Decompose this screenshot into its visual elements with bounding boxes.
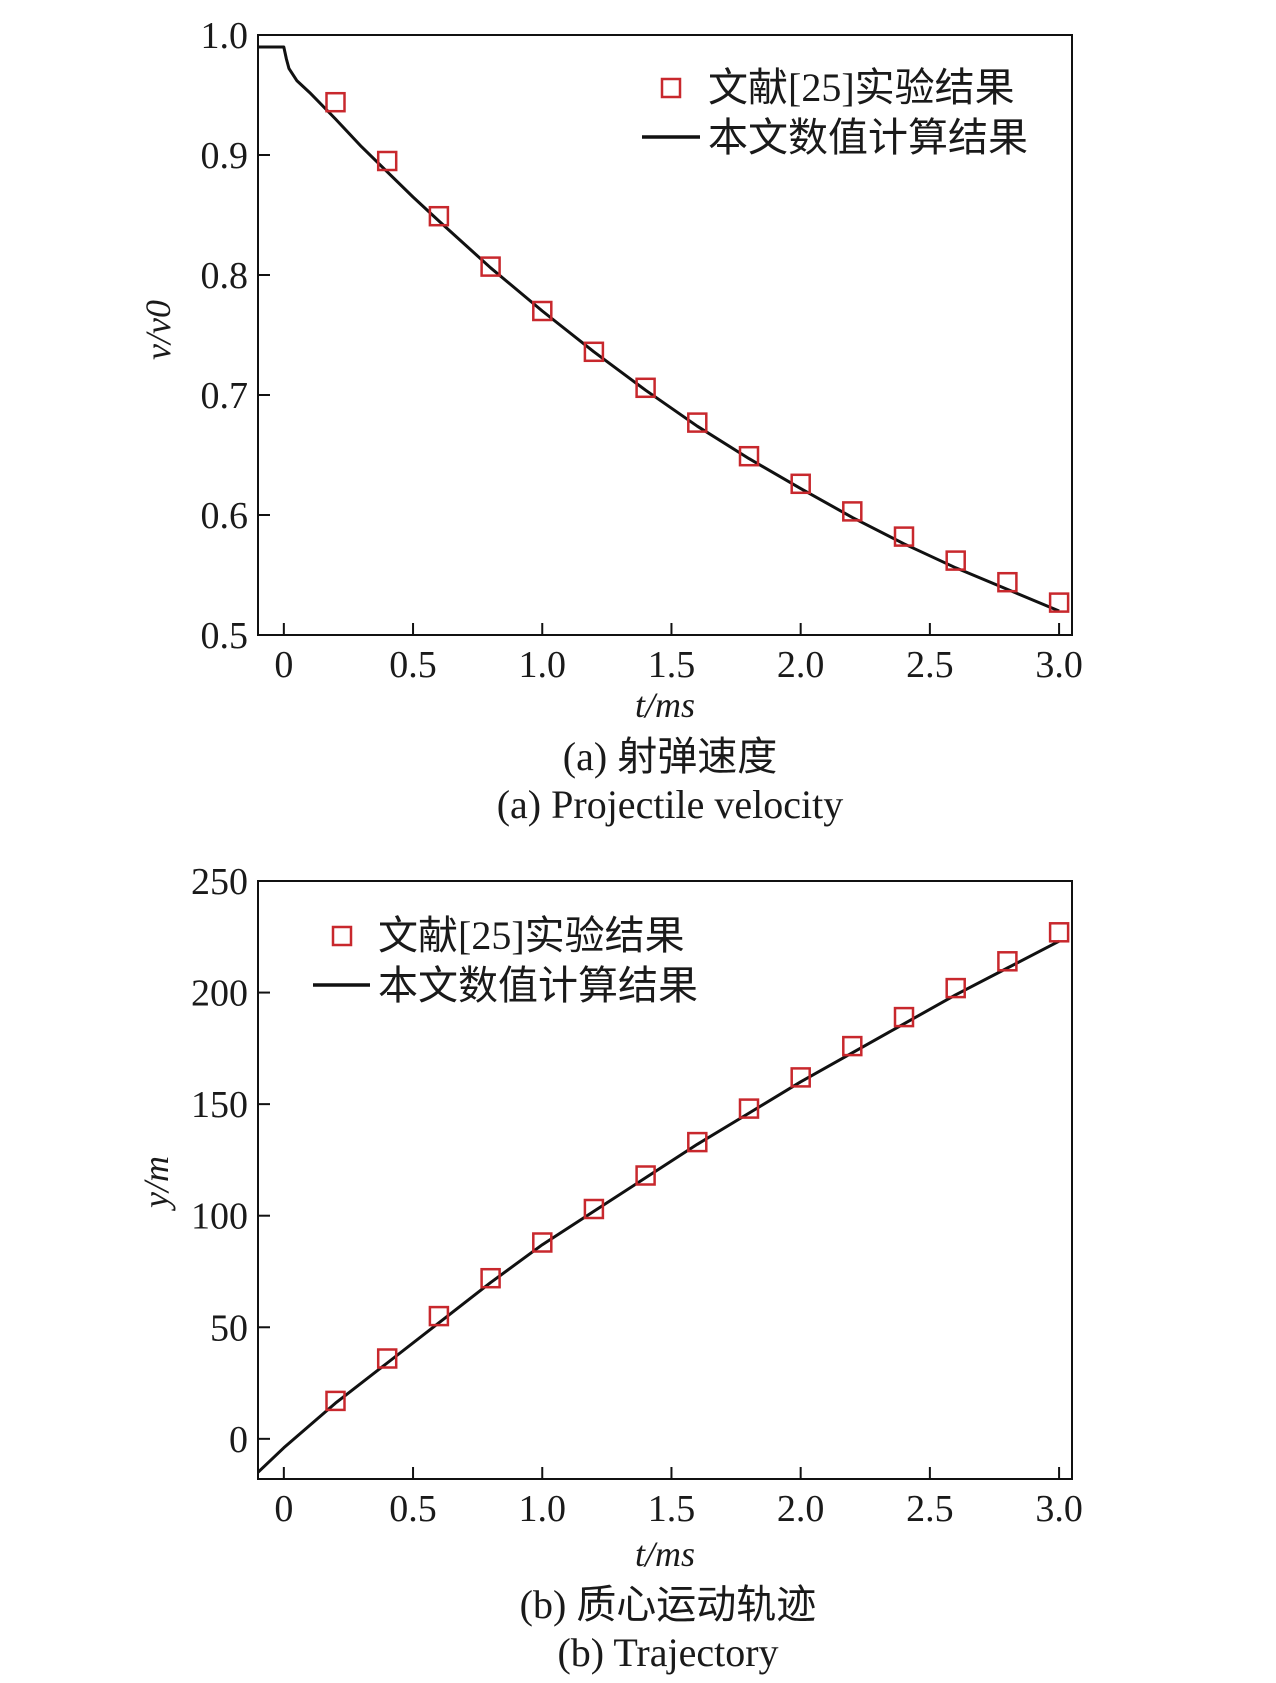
chart-a-experiment-point bbox=[325, 91, 346, 113]
chart-a-experiment-point bbox=[893, 526, 915, 547]
chart-a-ylabel: v/v0 bbox=[138, 300, 178, 360]
chart-a-x-tick-label: 1.0 bbox=[519, 644, 567, 686]
chart-a-caption-cn: (a) 射弹速度 bbox=[563, 734, 777, 779]
chart-a-experiment-point bbox=[376, 150, 398, 172]
chart-a-legend-label-simulation: 本文数值计算结果 bbox=[708, 115, 1028, 160]
chart-b-experiment-point bbox=[532, 1232, 553, 1253]
chart-a-x-tick-label: 2.5 bbox=[906, 644, 954, 686]
chart-b-experiment-point bbox=[945, 977, 966, 999]
chart-a-experiment-point bbox=[997, 571, 1018, 593]
chart-b-simulation-line bbox=[258, 939, 1060, 1474]
chart-b-experiment-point bbox=[687, 1131, 708, 1153]
chart-b-x-tick-label: 2.0 bbox=[777, 1488, 825, 1530]
chart-b-experiment-point bbox=[893, 1006, 915, 1028]
chart-a-y-tick-label: 0.8 bbox=[201, 255, 249, 297]
chart-b-y-tick-label: 50 bbox=[210, 1307, 248, 1349]
chart-a-y-tick-label: 1.0 bbox=[201, 15, 249, 57]
chart-b-ylabel: y/m bbox=[136, 1156, 176, 1211]
chart-a-simulation-line bbox=[258, 45, 1060, 613]
chart-b-x-tick-label: 2.5 bbox=[906, 1488, 954, 1530]
chart-a-legend-marker-experiment bbox=[660, 77, 682, 99]
chart-b-y-tick-label: 250 bbox=[191, 861, 248, 903]
chart-a-experiment-point bbox=[1048, 592, 1070, 613]
chart-a-y-tick-label: 0.5 bbox=[201, 615, 249, 657]
chart-b-experiment-point bbox=[790, 1067, 811, 1088]
chart-b-experiment-point bbox=[480, 1267, 501, 1289]
chart-b-frame bbox=[257, 880, 1073, 1480]
chart-b-x-tick-label: 0.5 bbox=[389, 1488, 437, 1530]
chart-b-experiment-point bbox=[376, 1348, 398, 1369]
chart-a-plot-area bbox=[258, 45, 1070, 613]
chart-a-experiment-point bbox=[687, 412, 708, 433]
chart-a-ticks: 0 0.5 1.0 1.5 2.0 2.5 3.0 0.5 0.6 0.7 0.8 0.9 1.0 bbox=[201, 15, 1083, 686]
chart-b-legend-label-experiment: 文献[25]实验结果 bbox=[378, 913, 685, 958]
chart-a-experiment-point bbox=[790, 473, 811, 495]
chart-b-legend-marker-experiment bbox=[331, 925, 353, 947]
chart-b-x-tick-label: 3.0 bbox=[1035, 1488, 1083, 1530]
chart-a-experiment-point bbox=[428, 205, 450, 227]
chart-b-experiment-point bbox=[583, 1198, 605, 1220]
chart-b-experiment-point bbox=[635, 1165, 656, 1186]
chart-b-experiment-point bbox=[842, 1035, 863, 1057]
chart-a-x-tick-label: 0.5 bbox=[389, 644, 437, 686]
chart-b-caption-en: (b) Trajectory bbox=[557, 1630, 778, 1675]
chart-b-experiment-point bbox=[997, 951, 1018, 972]
chart-a-experiment-point bbox=[532, 300, 553, 322]
chart-b-legend: 文献[25]实验结果 本文数值计算结果 bbox=[313, 913, 698, 1008]
chart-a-y-tick-label: 0.9 bbox=[201, 135, 249, 177]
chart-b-caption-cn: (b) 质心运动轨迹 bbox=[520, 1582, 817, 1627]
chart-b-y-tick-label: 100 bbox=[191, 1196, 248, 1238]
chart-b-legend-label-simulation: 本文数值计算结果 bbox=[378, 963, 698, 1008]
chart-a-x-tick-label: 1.5 bbox=[648, 644, 696, 686]
chart-a-experiment-point bbox=[945, 550, 966, 571]
chart-a-legend: 文献[25]实验结果 本文数值计算结果 bbox=[642, 65, 1028, 160]
chart-b-experiment-point bbox=[738, 1098, 760, 1119]
chart-a-experiment-point bbox=[635, 377, 656, 399]
chart-b-experiment-point bbox=[1048, 922, 1070, 943]
chart-b-x-tick-label: 1.5 bbox=[648, 1488, 696, 1530]
chart-a-y-tick-label: 0.7 bbox=[201, 375, 249, 417]
chart-b-ticks: 0 0.5 1.0 1.5 2.0 2.5 3.0 0 50 100 150 200 250 bbox=[191, 861, 1083, 1530]
chart-a-xlabel: t/ms bbox=[635, 685, 695, 725]
chart-a-frame bbox=[257, 34, 1073, 636]
chart-a-experiment-point bbox=[842, 501, 863, 522]
chart-a-y-tick-label: 0.6 bbox=[201, 495, 249, 537]
chart-b-x-tick-label: 1.0 bbox=[519, 1488, 567, 1530]
chart-b-y-tick-label: 200 bbox=[191, 973, 248, 1015]
chart-b-experiment-point bbox=[428, 1305, 450, 1327]
chart-b-y-tick-label: 0 bbox=[229, 1419, 248, 1461]
chart-b-plot-area bbox=[258, 922, 1070, 1474]
chart-b-xlabel: t/ms bbox=[635, 1534, 695, 1574]
chart-a-x-tick-label: 2.0 bbox=[777, 644, 825, 686]
chart-a: 0 0.5 1.0 1.5 2.0 2.5 3.0 0.5 0.6 0.7 0.8 0.9 1.0 t/… bbox=[138, 15, 1083, 827]
chart-a-x-tick-label: 3.0 bbox=[1035, 644, 1083, 686]
chart-a-caption-en: (a) Projectile velocity bbox=[497, 782, 844, 827]
chart-a-experiment-point bbox=[738, 445, 760, 467]
chart-a-experiment-point bbox=[583, 341, 605, 363]
chart-b-y-tick-label: 150 bbox=[191, 1084, 248, 1126]
chart-a-x-tick-label: 0 bbox=[274, 644, 293, 686]
chart-a-legend-label-experiment: 文献[25]实验结果 bbox=[708, 65, 1015, 110]
chart-b-x-tick-label: 0 bbox=[274, 1488, 293, 1530]
chart-b-experiment-point bbox=[325, 1390, 346, 1412]
chart-a-experiment-point bbox=[480, 256, 501, 277]
